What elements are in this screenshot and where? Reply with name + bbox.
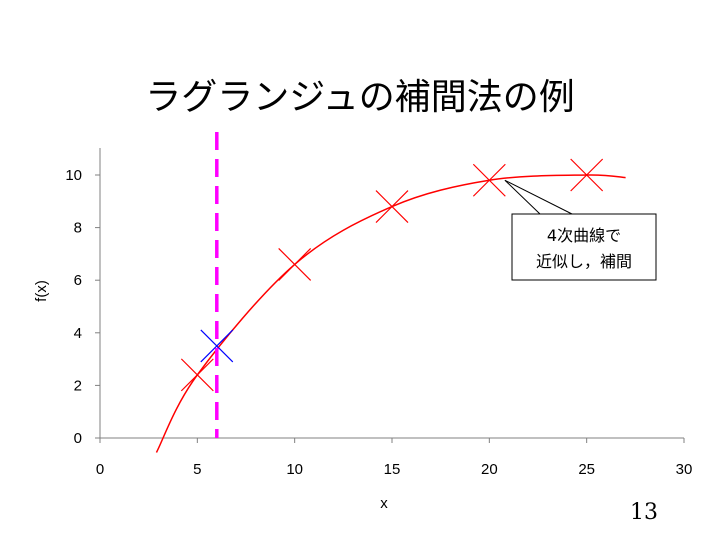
marker-stroke [278,247,312,281]
x-tick-label: 15 [384,461,401,478]
y-tick-label: 0 [74,430,82,447]
marker-stroke [570,158,604,192]
x-tick-label: 0 [96,461,104,478]
callout-box [511,213,657,281]
x-tick-label: 10 [286,461,303,478]
callout-text: 4次曲線で [547,226,621,245]
callout-leader [504,179,573,215]
interpolated-point-marker [200,329,234,363]
marker-stroke [375,190,409,223]
y-tick-label: 2 [74,377,82,394]
callout-text: 近似し，補間 [536,252,632,271]
chart-axes [99,148,684,439]
x-axis-title: x [380,495,388,512]
data-point-marker [278,247,312,281]
y-tick-label: 8 [74,220,82,237]
chart-ticks: 0 5 10 15 20 25 30 0 2 4 6 8 10 [65,167,692,478]
annotation-callout: 4次曲線で 近似し，補間 [504,179,657,281]
marker-stroke [200,329,234,363]
callout-leader [504,179,541,215]
data-point-marker [180,358,214,392]
data-point-marker [472,163,506,197]
y-tick-label: 6 [74,272,82,289]
slide-number: 13 [630,500,658,525]
marker-stroke [472,163,506,197]
x-tick-label: 20 [481,461,498,478]
data-point-marker [570,158,604,192]
y-axis-title: f(x) [33,280,50,302]
x-tick-label: 25 [578,461,595,478]
slide-title: ラグランジュの補間法の例 [145,77,575,118]
marker-stroke [180,358,214,392]
y-tick-label: 10 [65,167,82,184]
y-tick-label: 4 [74,325,82,342]
data-point-marker [375,190,409,223]
data-markers [180,158,604,392]
x-tick-label: 5 [193,461,201,478]
x-tick-label: 30 [676,461,693,478]
